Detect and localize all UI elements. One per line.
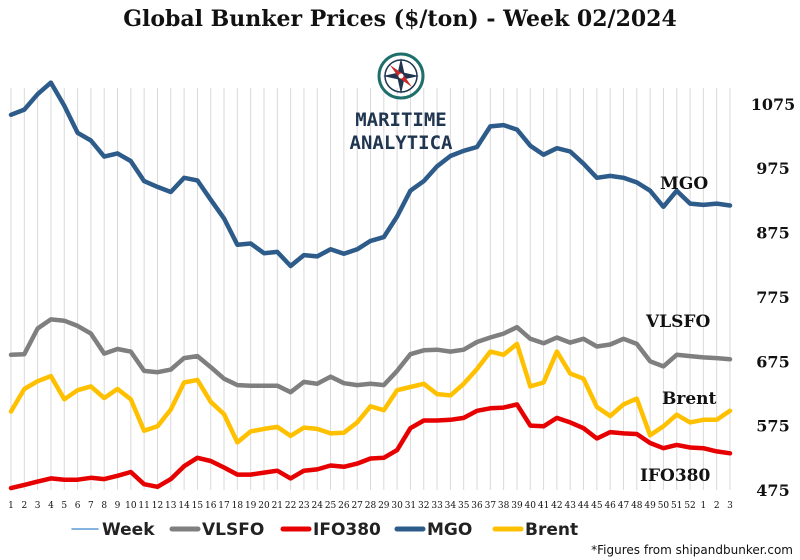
x-tick-label: 28 bbox=[365, 501, 377, 511]
x-tick-label: 1 bbox=[701, 501, 707, 511]
x-tick-label: 37 bbox=[485, 501, 497, 511]
x-tick-label: 40 bbox=[525, 501, 537, 511]
x-tick-label: 3 bbox=[727, 501, 733, 511]
x-tick-label: 32 bbox=[418, 501, 429, 511]
series-line-mgo bbox=[8, 80, 733, 269]
x-tick-label: 35 bbox=[458, 501, 470, 511]
x-tick-label: 50 bbox=[658, 501, 670, 511]
y-tick-label: 475 bbox=[756, 481, 789, 500]
x-tick-label: 9 bbox=[115, 501, 121, 511]
legend-label-vlsfo: VLSFO bbox=[202, 520, 264, 540]
x-tick-label: 11 bbox=[138, 501, 149, 511]
x-tick-label: 49 bbox=[644, 501, 656, 511]
logo-line-1: MARITIME bbox=[355, 109, 447, 131]
y-tick-label: 775 bbox=[756, 288, 789, 307]
vertical-gridlines bbox=[10, 88, 731, 490]
x-tick-label: 48 bbox=[631, 501, 643, 511]
x-tick-label: 34 bbox=[445, 501, 457, 511]
x-tick-label: 1 bbox=[8, 501, 14, 511]
x-tick-label: 10 bbox=[125, 501, 137, 511]
series-label-ifo380: IFO380 bbox=[640, 466, 710, 486]
series-line-vlsfo bbox=[8, 317, 733, 395]
x-tick-label: 51 bbox=[671, 501, 682, 511]
y-tick-label: 1075 bbox=[751, 95, 796, 114]
x-tick-label: 45 bbox=[591, 501, 603, 511]
footnote: *Figures from shipandbunker.com bbox=[591, 543, 793, 557]
series-label-mgo: MGO bbox=[660, 174, 708, 194]
x-tick-label: 39 bbox=[511, 501, 523, 511]
x-tick-label: 12 bbox=[152, 501, 163, 511]
legend-label-mgo: MGO bbox=[427, 520, 472, 540]
series-line-brent bbox=[8, 341, 733, 445]
x-tick-label: 19 bbox=[245, 501, 257, 511]
x-tick-label: 29 bbox=[378, 501, 390, 511]
maritime-analytica-logo: MARITIME ANALYTICA bbox=[350, 52, 454, 154]
series-label-brent: Brent bbox=[662, 389, 717, 409]
x-tick-label: 30 bbox=[391, 501, 403, 511]
x-tick-label: 33 bbox=[431, 501, 443, 511]
x-tick-label: 2 bbox=[21, 501, 27, 511]
legend: Week VLSFO IFO380 MGO Brent bbox=[71, 520, 578, 540]
series-lines bbox=[8, 80, 733, 491]
y-axis-ticks: 475 575 675 775 875 975 1075 bbox=[751, 95, 796, 500]
x-axis-ticks: 1 2 3 4 5 6 7 8 9 10 11 12 13 14 15 16 17 18 19 20 21 22 23 24 2… bbox=[8, 501, 733, 511]
x-tick-label: 24 bbox=[312, 501, 324, 511]
x-tick-label: 14 bbox=[178, 501, 190, 511]
x-tick-label: 5 bbox=[61, 501, 67, 511]
x-tick-label: 27 bbox=[351, 501, 363, 511]
series-label-vlsfo: VLSFO bbox=[645, 312, 710, 332]
x-tick-label: 4 bbox=[48, 501, 54, 511]
x-tick-label: 7 bbox=[88, 501, 94, 511]
x-tick-label: 16 bbox=[205, 501, 217, 511]
x-tick-label: 47 bbox=[618, 501, 630, 511]
x-tick-label: 26 bbox=[338, 501, 350, 511]
x-tick-label: 6 bbox=[75, 501, 81, 511]
x-tick-label: 44 bbox=[578, 501, 590, 511]
y-tick-label: 975 bbox=[756, 159, 789, 178]
x-tick-label: 21 bbox=[272, 501, 283, 511]
x-tick-label: 25 bbox=[325, 501, 337, 511]
legend-label-ifo380: IFO380 bbox=[313, 520, 381, 540]
chart-title: Global Bunker Prices ($/ton) - Week 02/2… bbox=[123, 6, 677, 32]
x-tick-label: 17 bbox=[218, 501, 230, 511]
series-line-ifo380 bbox=[8, 402, 733, 491]
x-tick-label: 3 bbox=[35, 501, 41, 511]
x-tick-label: 36 bbox=[471, 501, 483, 511]
x-tick-label: 2 bbox=[714, 501, 720, 511]
y-tick-label: 675 bbox=[756, 352, 789, 371]
x-tick-label: 52 bbox=[684, 501, 695, 511]
x-tick-label: 18 bbox=[232, 501, 244, 511]
x-tick-label: 38 bbox=[498, 501, 510, 511]
legend-label-week: Week bbox=[102, 520, 155, 540]
x-tick-label: 13 bbox=[165, 501, 177, 511]
y-tick-label: 875 bbox=[756, 224, 789, 243]
legend-label-brent: Brent bbox=[525, 520, 578, 540]
logo-line-2: ANALYTICA bbox=[350, 132, 454, 154]
x-tick-label: 15 bbox=[192, 501, 204, 511]
x-tick-label: 43 bbox=[564, 501, 576, 511]
x-tick-label: 46 bbox=[604, 501, 616, 511]
y-tick-label: 575 bbox=[756, 417, 789, 436]
x-tick-label: 41 bbox=[538, 501, 549, 511]
compass-icon bbox=[377, 52, 425, 100]
x-tick-label: 42 bbox=[551, 501, 562, 511]
x-tick-label: 31 bbox=[405, 501, 416, 511]
x-tick-label: 22 bbox=[285, 501, 296, 511]
x-tick-label: 23 bbox=[298, 501, 310, 511]
x-tick-label: 8 bbox=[101, 501, 107, 511]
x-tick-label: 20 bbox=[258, 501, 270, 511]
